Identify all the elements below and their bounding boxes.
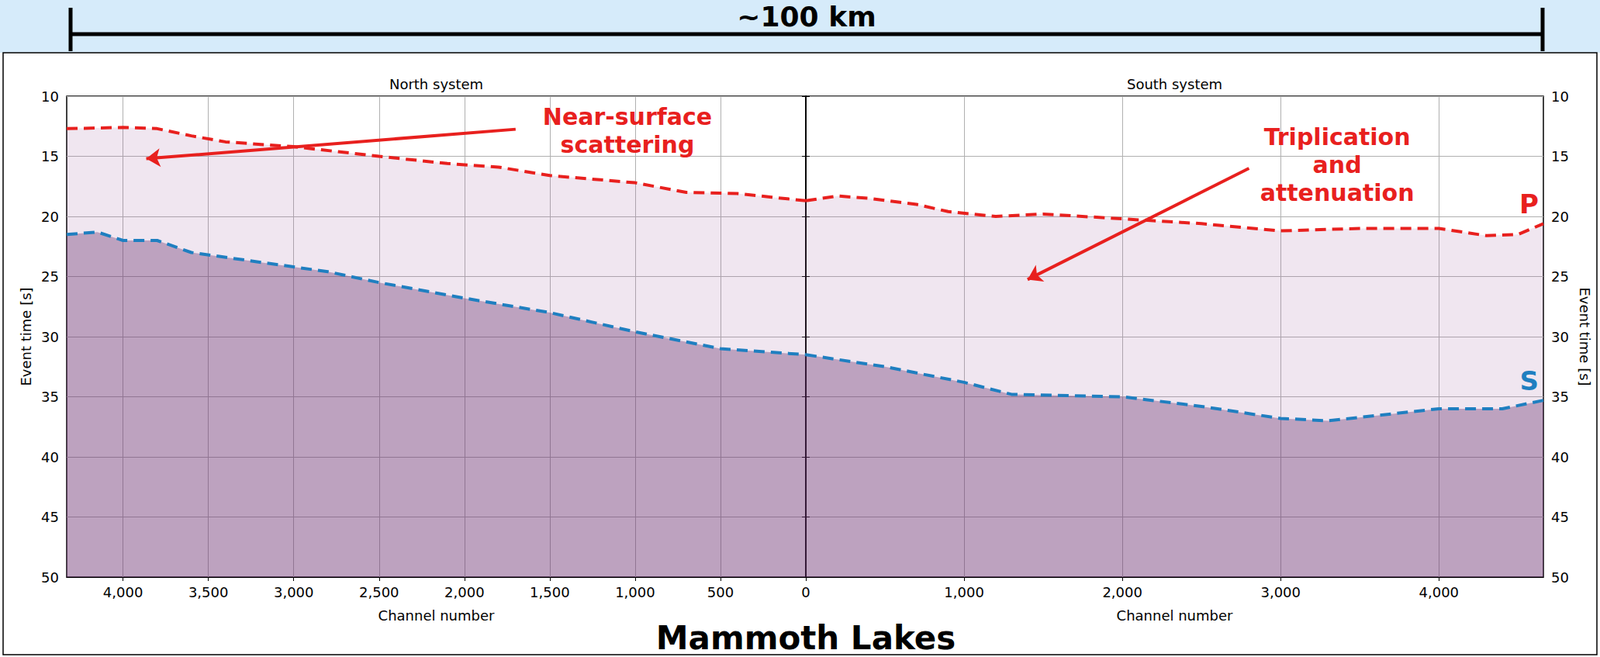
svg-text:3,500: 3,500 <box>188 584 229 601</box>
svg-text:50: 50 <box>1551 569 1569 586</box>
svg-text:and: and <box>1313 151 1362 179</box>
svg-text:40: 40 <box>41 449 59 466</box>
svg-text:45: 45 <box>41 508 59 526</box>
svg-text:Channel number: Channel number <box>378 607 495 624</box>
svg-text:35: 35 <box>41 388 59 405</box>
svg-text:25: 25 <box>41 268 59 285</box>
svg-text:30: 30 <box>1551 328 1569 346</box>
svg-text:1,500: 1,500 <box>529 584 571 601</box>
svg-text:4,000: 4,000 <box>103 584 144 601</box>
svg-text:2,500: 2,500 <box>359 584 400 601</box>
svg-text:attenuation: attenuation <box>1260 179 1415 207</box>
svg-text:45: 45 <box>1551 508 1569 526</box>
svg-text:3,000: 3,000 <box>1260 584 1301 601</box>
svg-text:scattering: scattering <box>560 131 695 159</box>
svg-text:2,000: 2,000 <box>1102 584 1143 601</box>
svg-text:20: 20 <box>1551 208 1569 225</box>
svg-text:South system: South system <box>1126 76 1223 93</box>
svg-text:0: 0 <box>801 584 810 601</box>
svg-text:Event time [s]: Event time [s] <box>17 286 35 386</box>
svg-text:10: 10 <box>41 88 59 105</box>
svg-text:500: 500 <box>707 584 734 601</box>
svg-text:15: 15 <box>1551 148 1569 165</box>
svg-text:40: 40 <box>1551 449 1569 466</box>
svg-text:30: 30 <box>41 328 59 346</box>
svg-text:50: 50 <box>41 569 59 586</box>
svg-text:S: S <box>1520 365 1540 397</box>
svg-text:Near-surface: Near-surface <box>542 103 712 131</box>
svg-text:15: 15 <box>41 148 59 165</box>
svg-text:4,000: 4,000 <box>1419 584 1460 601</box>
svg-text:10: 10 <box>1551 88 1569 105</box>
svg-text:Mammoth Lakes: Mammoth Lakes <box>656 618 957 657</box>
svg-text:Channel number: Channel number <box>1116 607 1234 624</box>
svg-text:2,000: 2,000 <box>444 584 485 601</box>
svg-text:3,000: 3,000 <box>273 584 315 601</box>
svg-text:1,000: 1,000 <box>615 584 656 601</box>
svg-text:20: 20 <box>41 208 59 225</box>
svg-text:North system: North system <box>389 76 484 93</box>
svg-text:P: P <box>1519 188 1539 220</box>
svg-text:~100 km: ~100 km <box>736 0 876 33</box>
svg-text:Event time [s]: Event time [s] <box>1576 286 1594 386</box>
svg-text:35: 35 <box>1551 388 1569 405</box>
svg-text:Triplication: Triplication <box>1264 123 1411 151</box>
svg-text:1,000: 1,000 <box>943 584 985 601</box>
svg-text:25: 25 <box>1551 268 1569 285</box>
